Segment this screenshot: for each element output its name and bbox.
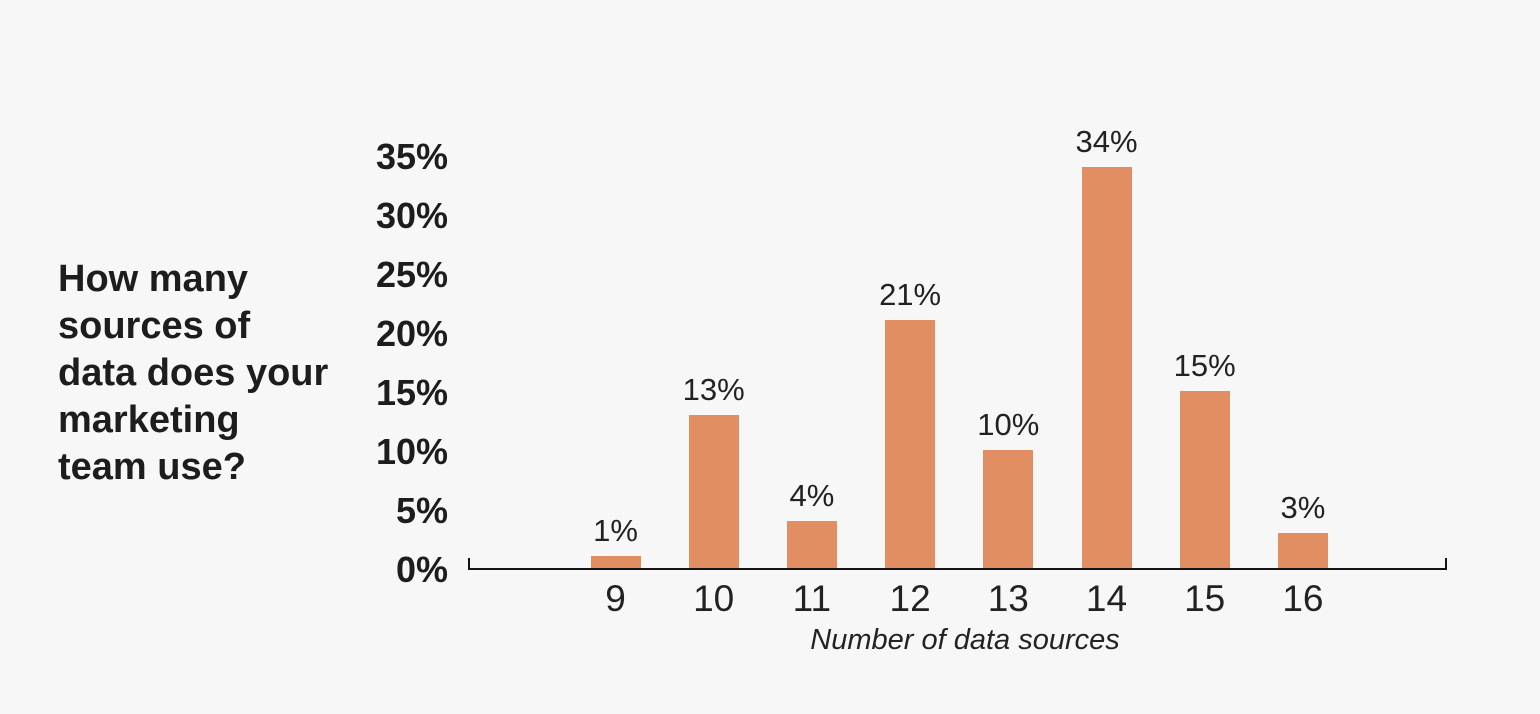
- title-line: team use?: [58, 446, 246, 488]
- bar-value-label: 4%: [789, 478, 835, 513]
- bar-value-label: 34%: [1075, 124, 1138, 159]
- x-category-label: 11: [792, 578, 832, 619]
- x-category-label: 14: [1085, 578, 1128, 619]
- y-tick-label: 10%: [375, 431, 448, 472]
- bar-value-label: 21%: [879, 277, 942, 312]
- title-line: data does your: [58, 352, 329, 394]
- bar: [1277, 533, 1328, 568]
- x-category-label: 10: [693, 578, 735, 619]
- bar: [688, 415, 739, 568]
- x-axis-line: [468, 558, 1447, 570]
- bar-value-label: 10%: [977, 407, 1040, 442]
- y-tick-label: 30%: [375, 195, 448, 236]
- y-tick-label: 35%: [375, 136, 448, 177]
- bar-value-label: 15%: [1173, 348, 1236, 383]
- y-tick-label: 15%: [375, 372, 448, 413]
- y-tick-label: 25%: [375, 254, 448, 295]
- y-tick-label: 5%: [395, 490, 448, 531]
- title-line: sources of: [58, 305, 251, 347]
- bar-value-label: 3%: [1280, 490, 1326, 525]
- x-category-label: 9: [605, 578, 626, 619]
- title-line: marketing: [58, 399, 240, 441]
- bar: [983, 450, 1034, 568]
- bar: [1081, 167, 1132, 568]
- y-tick-label: 20%: [375, 313, 448, 354]
- x-category-label: 16: [1282, 578, 1324, 619]
- bar-value-label: 1%: [593, 513, 638, 548]
- x-category-label: 12: [889, 578, 931, 619]
- bar: [885, 320, 936, 568]
- x-axis-title: Number of data sources: [810, 624, 1120, 656]
- y-tick-label: 0%: [395, 549, 448, 590]
- x-category-label: 13: [987, 578, 1029, 619]
- bar: [590, 556, 641, 568]
- x-category-label: 15: [1184, 578, 1226, 619]
- bar-value-label: 13%: [682, 372, 745, 407]
- bar: [786, 521, 837, 568]
- chart-title: How many sources of data does your marketin…: [58, 256, 368, 491]
- bar: [1179, 391, 1230, 568]
- title-line: How many: [58, 258, 249, 300]
